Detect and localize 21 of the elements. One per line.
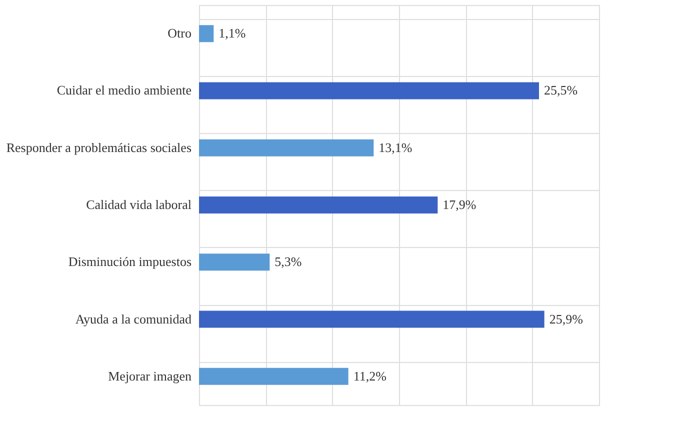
bar <box>199 139 374 156</box>
bar <box>199 82 539 100</box>
y-tick-label: Responder a problemáticas sociales <box>6 140 192 155</box>
data-label: 11,2% <box>353 368 387 384</box>
data-label: 25,9% <box>549 311 584 326</box>
data-label: 13,1% <box>378 140 412 155</box>
bar <box>199 310 544 328</box>
y-tick-label: Mejorar imagen <box>108 368 192 384</box>
data-label: 5,3% <box>274 254 302 270</box>
bar <box>199 25 214 42</box>
data-label: 17,9% <box>442 197 476 212</box>
bar <box>199 368 348 385</box>
data-label: 25,5% <box>544 82 578 98</box>
data-label: 1,1% <box>218 26 246 41</box>
y-tick-label: Ayuda a la comunidad <box>75 311 192 326</box>
y-tick-label: Disminución impuestos <box>68 254 192 270</box>
bar <box>199 254 270 271</box>
y-tick-label: Calidad vida laboral <box>86 197 192 212</box>
bar <box>199 196 438 214</box>
y-tick-label: Otro <box>168 26 192 41</box>
y-tick-label: Cuidar el medio ambiente <box>56 82 192 98</box>
